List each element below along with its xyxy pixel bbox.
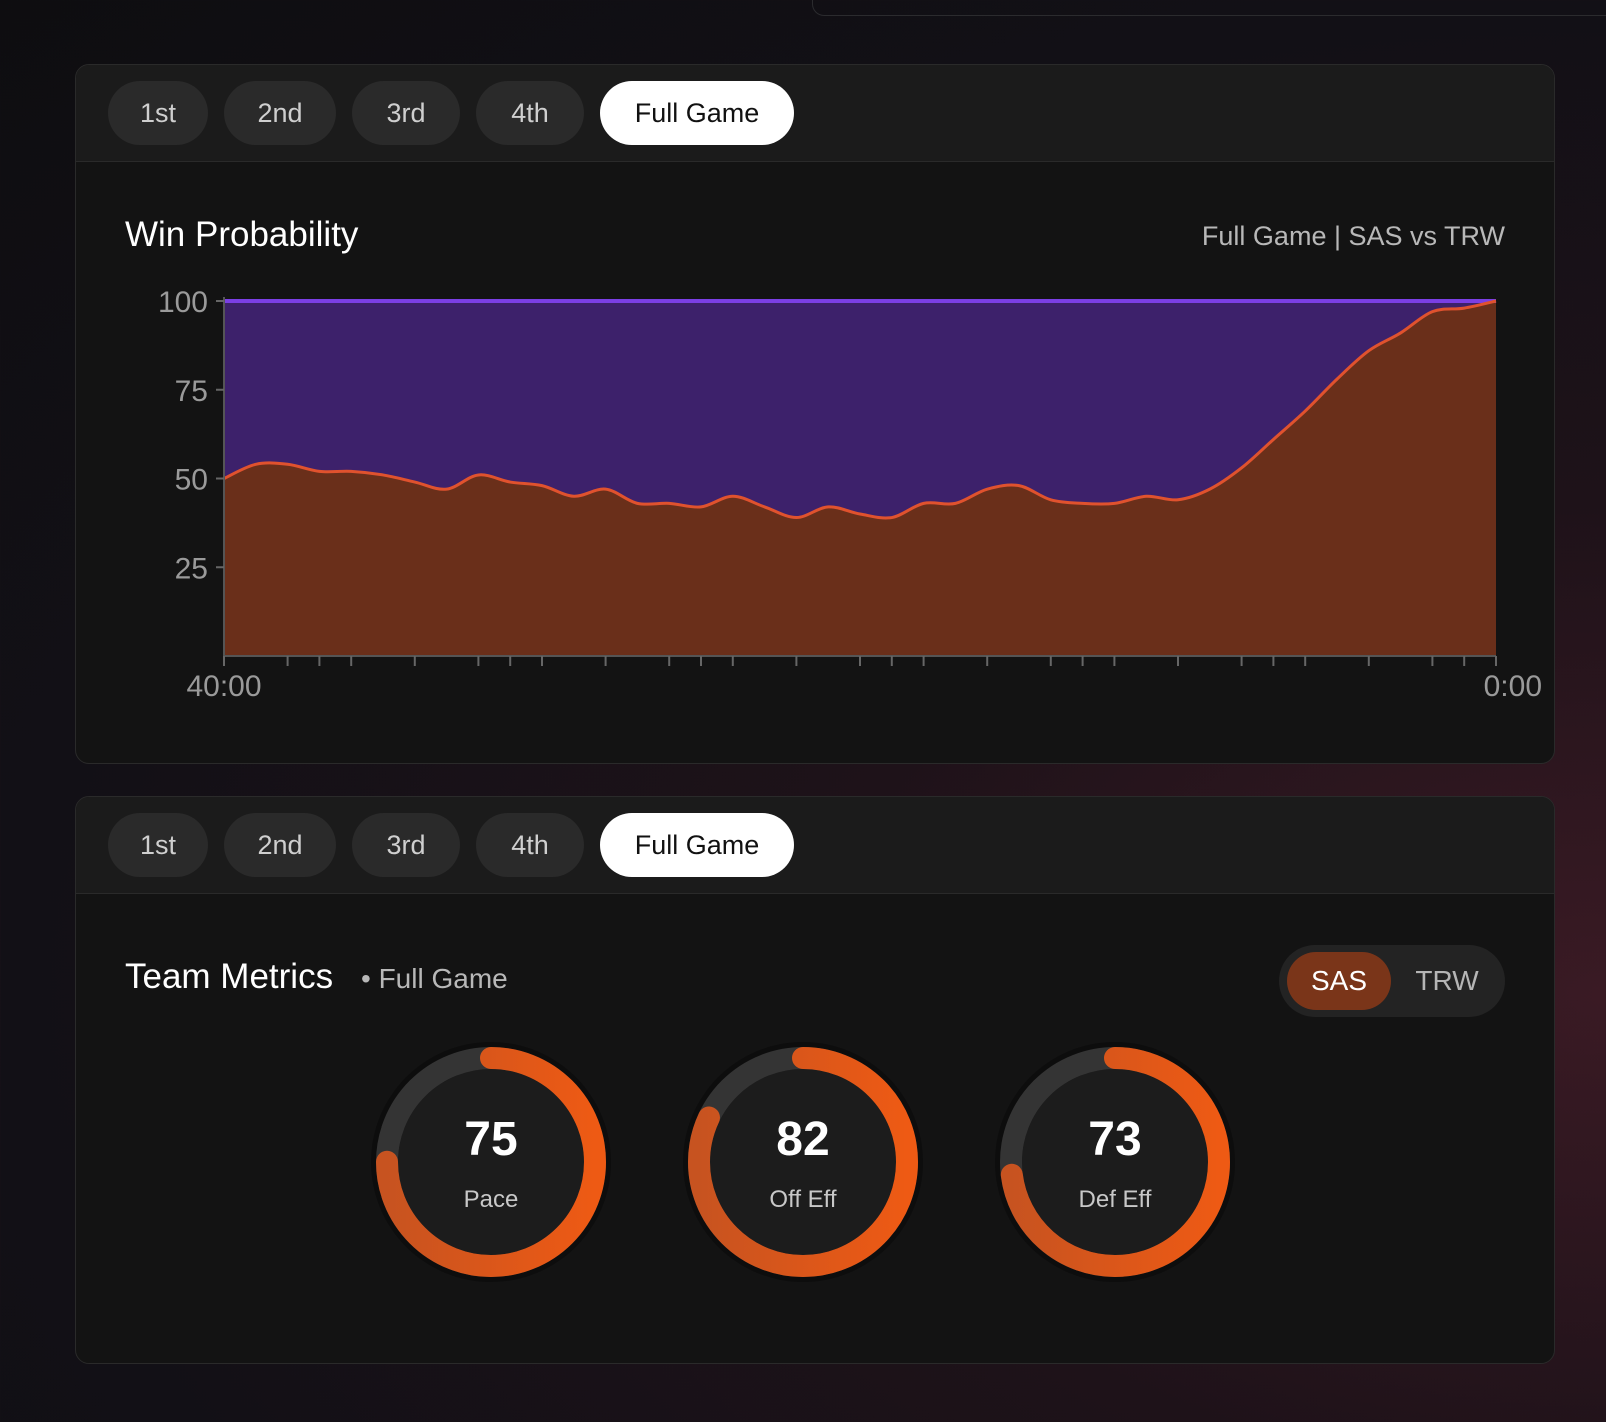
def-eff-value: 73 <box>1088 1113 1142 1166</box>
period-tabs: 1st 2nd 3rd 4th Full Game <box>76 65 1554 162</box>
x-tick-label-start: 40:00 <box>186 670 261 703</box>
gauge-progress-arc <box>376 1047 606 1277</box>
off-eff-label: Off Eff <box>769 1186 837 1213</box>
team-metrics-subtitle: • Full Game <box>361 963 508 994</box>
y-tick-label: 50 <box>175 464 208 497</box>
off-eff-gauge-ring <box>683 1042 923 1282</box>
tab-2nd[interactable]: 2nd <box>224 813 336 877</box>
x-tick-label-end: 0:00 <box>1484 670 1542 703</box>
team-toggle: SAS TRW <box>1279 945 1505 1017</box>
gauge-face <box>1022 1069 1208 1255</box>
tab-2nd[interactable]: 2nd <box>224 81 336 145</box>
gauge-face <box>398 1069 584 1255</box>
top-card-edge <box>812 0 1606 16</box>
off-eff-value: 82 <box>776 1113 830 1166</box>
tab-4th[interactable]: 4th <box>476 81 584 145</box>
win-probability-title: Win Probability <box>125 215 359 254</box>
tab-3rd[interactable]: 3rd <box>352 813 460 877</box>
tab-full-game[interactable]: Full Game <box>600 81 794 145</box>
pace-gauge: 75 Pace <box>369 1040 613 1284</box>
tab-1st[interactable]: 1st <box>108 813 208 877</box>
def-eff-gauge-ring <box>995 1042 1235 1282</box>
tab-4th[interactable]: 4th <box>476 813 584 877</box>
def-eff-label: Def Eff <box>1078 1186 1152 1213</box>
pace-gauge-ring <box>371 1042 611 1282</box>
gauge-progress-arc <box>688 1047 918 1277</box>
y-tick-label: 25 <box>175 552 208 585</box>
pace-label: Pace <box>463 1186 519 1213</box>
off-eff-gauge: 82 Off Eff <box>681 1040 925 1284</box>
series-area-sas <box>224 301 1496 656</box>
team-button-trw[interactable]: TRW <box>1415 965 1479 996</box>
series-line-sas <box>223 299 1497 520</box>
pace-value: 75 <box>464 1113 518 1166</box>
def-eff-gauge: 73 Def Eff <box>993 1040 1237 1284</box>
win-probability-subtitle: Full Game | SAS vs TRW <box>1201 221 1505 251</box>
win-probability-chart: 25 50 75 100 40:00 0:00 <box>158 286 1542 703</box>
team-metrics-title: Team Metrics <box>125 957 334 996</box>
tab-1st[interactable]: 1st <box>108 81 208 145</box>
tab-full-game[interactable]: Full Game <box>600 813 794 877</box>
win-probability-panel: 1st 2nd 3rd 4th Full Game Win Probabilit… <box>75 64 1555 764</box>
team-button-sas[interactable]: SAS <box>1287 952 1391 1010</box>
y-tick-label: 75 <box>175 375 208 408</box>
y-tick-label: 100 <box>158 286 208 319</box>
team-metrics-panel: 1st 2nd 3rd 4th Full Game Team Metrics •… <box>75 796 1555 1364</box>
period-tabs: 1st 2nd 3rd 4th Full Game <box>76 797 1554 894</box>
tab-3rd[interactable]: 3rd <box>352 81 460 145</box>
gauge-progress-arc <box>1000 1047 1230 1277</box>
gauge-face <box>710 1069 896 1255</box>
